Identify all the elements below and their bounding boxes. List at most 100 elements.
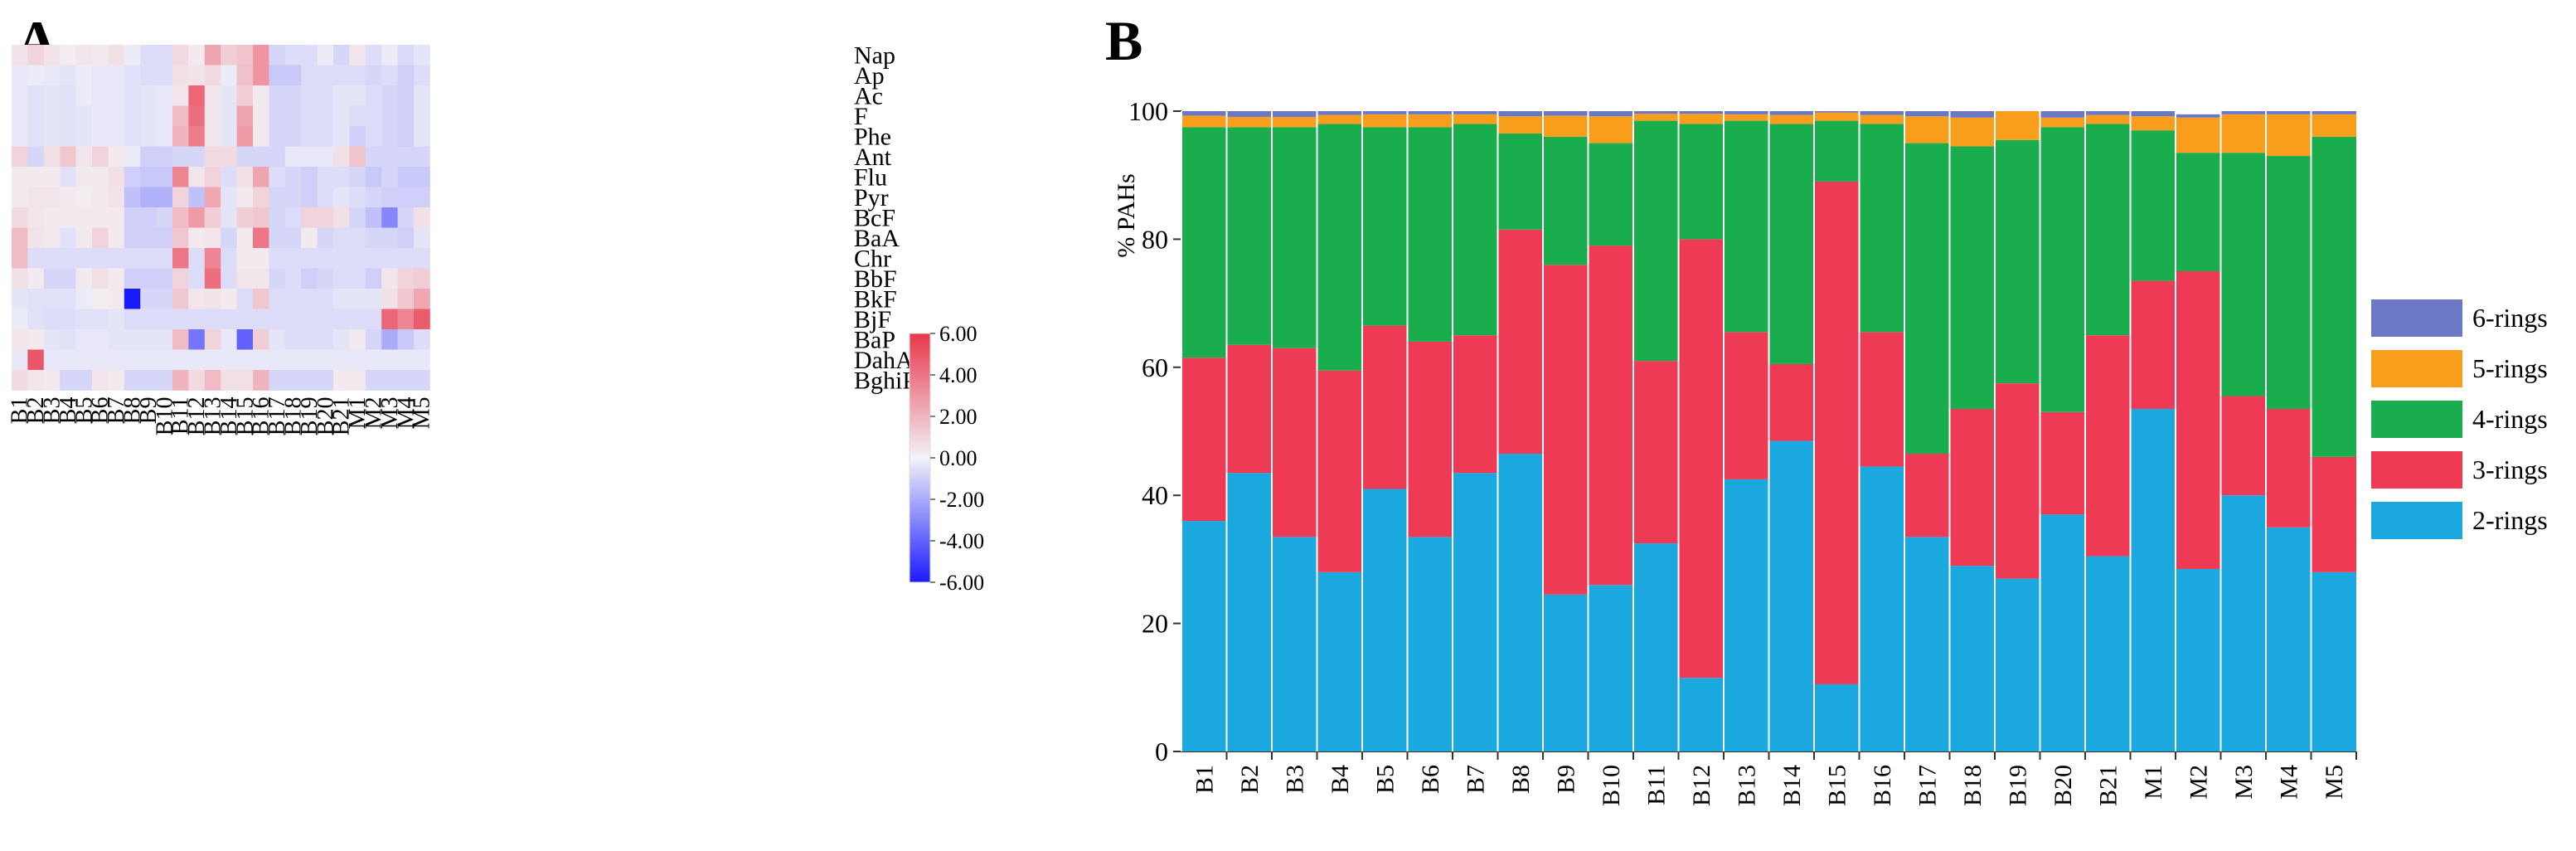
heat-cell-Phe-M5 (414, 126, 430, 147)
heat-x-label: B5 (71, 397, 97, 425)
heat-y-label: DahA (854, 347, 914, 374)
heat-cell-Chr-M3 (381, 248, 398, 269)
heat-cell-BjF-B10 (156, 309, 173, 330)
heat-cell-BcF-B4 (60, 207, 76, 228)
heat-cell-Pyr-M3 (381, 187, 398, 208)
bar-x-label: M2 (2185, 765, 2212, 800)
heat-cell-BbF-B5 (75, 268, 93, 289)
heat-cell-BaA-M3 (381, 227, 398, 249)
heat-cell-BaP-M1 (349, 329, 366, 350)
heat-cell-BkF-M4 (397, 289, 415, 309)
bar-x-label: B9 (1552, 765, 1579, 794)
bar-B18-2-rings (1949, 566, 1995, 751)
bar-B10-2-rings (1588, 585, 1633, 751)
heat-cell-Pyr-B14 (221, 187, 237, 208)
heat-y-label: BaA (854, 225, 900, 252)
bar-B7-4-rings (1453, 124, 1498, 336)
heat-cell-F-B19 (301, 105, 318, 127)
heat-cell-Chr-B15 (236, 248, 254, 269)
heat-cell-BbF-B4 (60, 268, 76, 289)
heat-cell-Ap-B6 (92, 65, 109, 86)
heat-cell-F-B2 (27, 105, 45, 127)
heat-cell-BghiPE-B7 (108, 370, 125, 391)
heat-cell-BaA-B10 (156, 227, 173, 249)
heat-cell-BghiPE-B18 (284, 370, 302, 391)
heat-y-label: Chr (854, 245, 891, 272)
colorbar-tick-label: 2.00 (939, 405, 978, 429)
bar-B18-3-rings (1949, 408, 1995, 567)
heat-cell-BcF-B15 (236, 207, 254, 228)
bar-B15-5-rings (1814, 112, 1860, 121)
heat-cell-BjF-B21 (333, 309, 350, 330)
heat-cell-Phe-B8 (124, 126, 141, 147)
heat-x-label: M1 (345, 397, 371, 430)
heat-cell-Pyr-M5 (414, 187, 430, 208)
heat-cell-BcF-M1 (349, 207, 366, 228)
heat-cell-Flu-M3 (381, 167, 398, 187)
bar-B21-5-rings (2085, 114, 2131, 124)
heat-cell-Chr-B3 (43, 248, 61, 269)
heat-cell-BjF-B20 (317, 309, 334, 330)
heat-cell-Ac-B1 (12, 85, 28, 106)
heat-cell-DahA-B7 (108, 349, 125, 371)
heat-cell-Ac-M5 (414, 85, 430, 106)
heat-cell-Phe-B20 (317, 126, 334, 147)
bar-B1-3-rings (1181, 357, 1227, 522)
bar-M5-4-rings (2311, 136, 2356, 457)
heat-cell-F-B14 (221, 105, 237, 127)
bar-B1-5-rings (1181, 115, 1227, 128)
heat-cell-Ant-M2 (365, 146, 382, 168)
heat-y-label: Pyr (854, 184, 889, 212)
heat-cell-BkF-B15 (236, 289, 254, 309)
heat-cell-BaP-B5 (75, 329, 93, 350)
heat-x-label: B15 (232, 397, 258, 436)
heat-cell-Pyr-M2 (365, 187, 382, 208)
heat-cell-Flu-B7 (108, 167, 125, 187)
heat-cell-BjF-M3 (381, 309, 398, 330)
bar-M3-4-rings (2220, 153, 2266, 396)
heat-cell-Ant-B16 (253, 146, 269, 168)
heat-cell-Ant-M5 (414, 146, 430, 168)
heat-cell-Ant-B7 (108, 146, 125, 168)
heat-cell-DahA-B10 (156, 349, 173, 371)
bar-B6-3-rings (1407, 341, 1453, 537)
bar-M3-5-rings (2220, 114, 2266, 153)
heat-cell-BjF-B7 (108, 309, 125, 330)
bar-B12-6-rings (1678, 111, 1724, 114)
bar-B14-2-rings (1768, 440, 1814, 751)
heat-cell-BbF-B15 (236, 268, 254, 289)
heat-cell-Flu-B19 (301, 167, 318, 187)
bar-B11-2-rings (1633, 543, 1679, 751)
heat-cell-BbF-B9 (140, 268, 157, 289)
heat-cell-BcF-B5 (75, 207, 93, 228)
heat-cell-BkF-B12 (188, 289, 206, 309)
bar-B20-5-rings (2040, 117, 2085, 128)
heat-cell-BaP-M3 (381, 329, 398, 350)
heat-cell-Ap-B3 (43, 65, 61, 86)
heat-cell-BghiPE-M2 (365, 370, 382, 391)
heat-cell-Phe-B5 (75, 126, 93, 147)
bar-M5-2-rings (2311, 571, 2356, 751)
bar-M3-6-rings (2220, 111, 2266, 114)
heat-cell-Phe-B17 (269, 126, 286, 147)
heat-y-label: BbF (854, 265, 897, 293)
heat-cell-Nap-M3 (381, 45, 398, 66)
heat-cell-Ant-B12 (188, 146, 206, 168)
heat-cell-DahA-B20 (317, 349, 334, 371)
heat-cell-BcF-B1 (12, 207, 28, 228)
bar-x-label: B16 (1869, 765, 1896, 806)
heat-cell-DahA-B2 (27, 349, 45, 371)
heat-cell-DahA-B12 (188, 349, 206, 371)
heat-cell-Ant-B5 (75, 146, 93, 168)
colorbar-tick-label: 4.00 (939, 363, 978, 387)
heat-x-label: B6 (88, 397, 114, 425)
heat-cell-BjF-M2 (365, 309, 382, 330)
heat-cell-BkF-B21 (333, 289, 350, 309)
bar-x-label: B2 (1236, 765, 1264, 794)
heat-cell-BaP-B12 (188, 329, 206, 350)
heat-cell-F-B18 (284, 105, 302, 127)
heat-cell-Chr-B21 (333, 248, 350, 269)
heat-cell-F-B7 (108, 105, 125, 127)
heat-cell-Pyr-B2 (27, 187, 45, 208)
heat-cell-Nap-M1 (349, 45, 366, 66)
